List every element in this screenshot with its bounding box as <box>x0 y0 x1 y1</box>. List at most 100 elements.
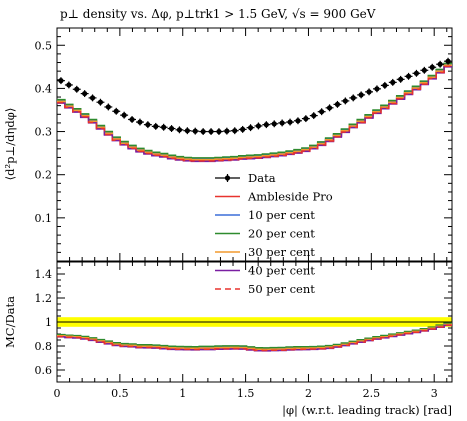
data-point-marker <box>74 86 80 92</box>
series-line-30-per-cent <box>57 64 452 161</box>
y-tick-label-ratio: 0.8 <box>35 340 53 353</box>
data-point-marker <box>153 123 159 129</box>
data-point <box>246 124 255 132</box>
data-point <box>357 91 366 99</box>
x-axis-label: |φ| (w.r.t. leading track) [rad] <box>282 403 452 418</box>
main-ticks: 0.1 0.2 0.3 0.4 0.5 <box>35 28 452 261</box>
x-tick-label: 3 <box>431 387 438 400</box>
data-point-marker <box>405 73 412 79</box>
data-point <box>380 81 389 89</box>
y-tick-label-main: 0.2 <box>35 169 53 182</box>
data-point-marker <box>176 127 183 133</box>
data-point-marker <box>184 128 190 134</box>
data-point-marker <box>255 123 262 129</box>
data-point-marker <box>437 61 443 67</box>
data-point-marker <box>398 76 404 82</box>
data-point <box>222 127 231 135</box>
data-point-marker <box>192 128 198 134</box>
data-point-marker <box>263 122 269 128</box>
data-point <box>207 128 215 136</box>
y-axis-label-ratio: MC/Data <box>3 296 17 348</box>
data-point-marker <box>374 86 380 92</box>
series-line-50-per-cent <box>57 65 452 162</box>
legend-entry-30-per-cent: 30 per cent <box>215 245 315 259</box>
data-point-marker <box>145 122 151 128</box>
data-point-marker <box>208 128 214 135</box>
legend-entry-40-per-cent: 40 per cent <box>215 264 315 278</box>
data-point <box>72 85 81 93</box>
x-tick-label: 1 <box>179 387 186 400</box>
data-point <box>317 108 326 116</box>
data-point-marker <box>113 108 119 114</box>
data-point <box>309 112 318 120</box>
data-point-marker <box>295 118 301 124</box>
data-point <box>191 127 200 135</box>
legend: Data Ambleside Pro 10 per cent 20 per cent 3… <box>215 171 333 296</box>
data-point <box>341 97 350 105</box>
data-point-marker <box>82 90 88 97</box>
data-point <box>238 125 247 133</box>
data-point <box>230 127 239 135</box>
main-panel: 0.1 0.2 0.3 0.4 0.5 Data Ambleside Pro 10 per … <box>35 27 453 296</box>
data-point <box>278 119 287 127</box>
y-tick-label-main: 0.4 <box>35 82 53 95</box>
y-tick-label-ratio: 1.2 <box>35 292 53 305</box>
data-point <box>365 88 373 96</box>
data-point <box>349 94 358 102</box>
legend-entry-10-per-cent: 10 per cent <box>215 208 315 222</box>
legend-swatch-marker <box>224 175 231 181</box>
ratio-series <box>57 322 452 352</box>
data-point-marker <box>247 125 254 131</box>
legend-label: Ambleside Pro <box>247 190 333 204</box>
x-tick-label: 0.5 <box>111 387 129 400</box>
data-point <box>262 121 271 129</box>
data-point <box>428 63 437 71</box>
data-point-marker <box>137 119 143 125</box>
x-tick-label: 0 <box>54 387 61 400</box>
data-point <box>120 111 129 119</box>
y-tick-label-ratio: 1 <box>45 316 52 329</box>
legend-entry-50-per-cent: 50 per cent <box>215 282 315 296</box>
data-point-marker <box>89 95 96 101</box>
y-tick-label-ratio: 1.4 <box>35 268 53 281</box>
chart-title: p⊥ density vs. Δφ, p⊥trk1 > 1.5 GeV, √s … <box>60 7 376 21</box>
data-point-marker <box>334 101 341 107</box>
main-plot-frame <box>56 27 453 262</box>
x-tick-label: 1.5 <box>237 387 255 400</box>
data-point <box>396 75 405 83</box>
ratio-ticks: 0.6 0.8 1 1.2 1.4 <box>35 262 452 382</box>
data-point <box>167 125 176 132</box>
data-point <box>294 117 302 125</box>
series-line-10-per-cent <box>57 63 452 160</box>
data-point-marker <box>382 82 388 88</box>
legend-label: 10 per cent <box>248 208 315 222</box>
x-tick-label: 2.5 <box>363 387 381 400</box>
data-point-marker <box>319 109 325 115</box>
data-point <box>388 78 397 86</box>
data-point-marker <box>279 120 285 126</box>
data-point <box>270 120 279 128</box>
data-point <box>404 72 413 80</box>
y-axis-label-main: ⟨d²p⊥/dηdφ⟩ <box>3 108 17 181</box>
legend-entry-20-per-cent: 20 per cent <box>215 227 315 241</box>
data-point <box>325 104 334 112</box>
data-point-marker <box>161 124 167 130</box>
data-point <box>80 90 89 98</box>
data-point <box>215 128 223 136</box>
y-tick-label-main: 0.5 <box>35 39 53 52</box>
data-point <box>420 66 429 74</box>
data-point <box>175 126 184 134</box>
data-point <box>412 69 421 77</box>
legend-label: 50 per cent <box>248 282 315 296</box>
x-tick-labels: 0 0.5 1 1.5 2 2.5 3 <box>54 387 438 400</box>
data-point-marker <box>390 79 396 85</box>
data-point-marker <box>350 95 356 101</box>
data-point-marker <box>240 126 246 132</box>
data-point-marker <box>271 121 277 127</box>
data-point-marker <box>105 104 111 110</box>
data-point <box>444 57 452 65</box>
y-tick-label-main: 0.1 <box>35 212 53 225</box>
data-point-marker <box>97 99 104 105</box>
data-point-marker <box>129 116 135 123</box>
